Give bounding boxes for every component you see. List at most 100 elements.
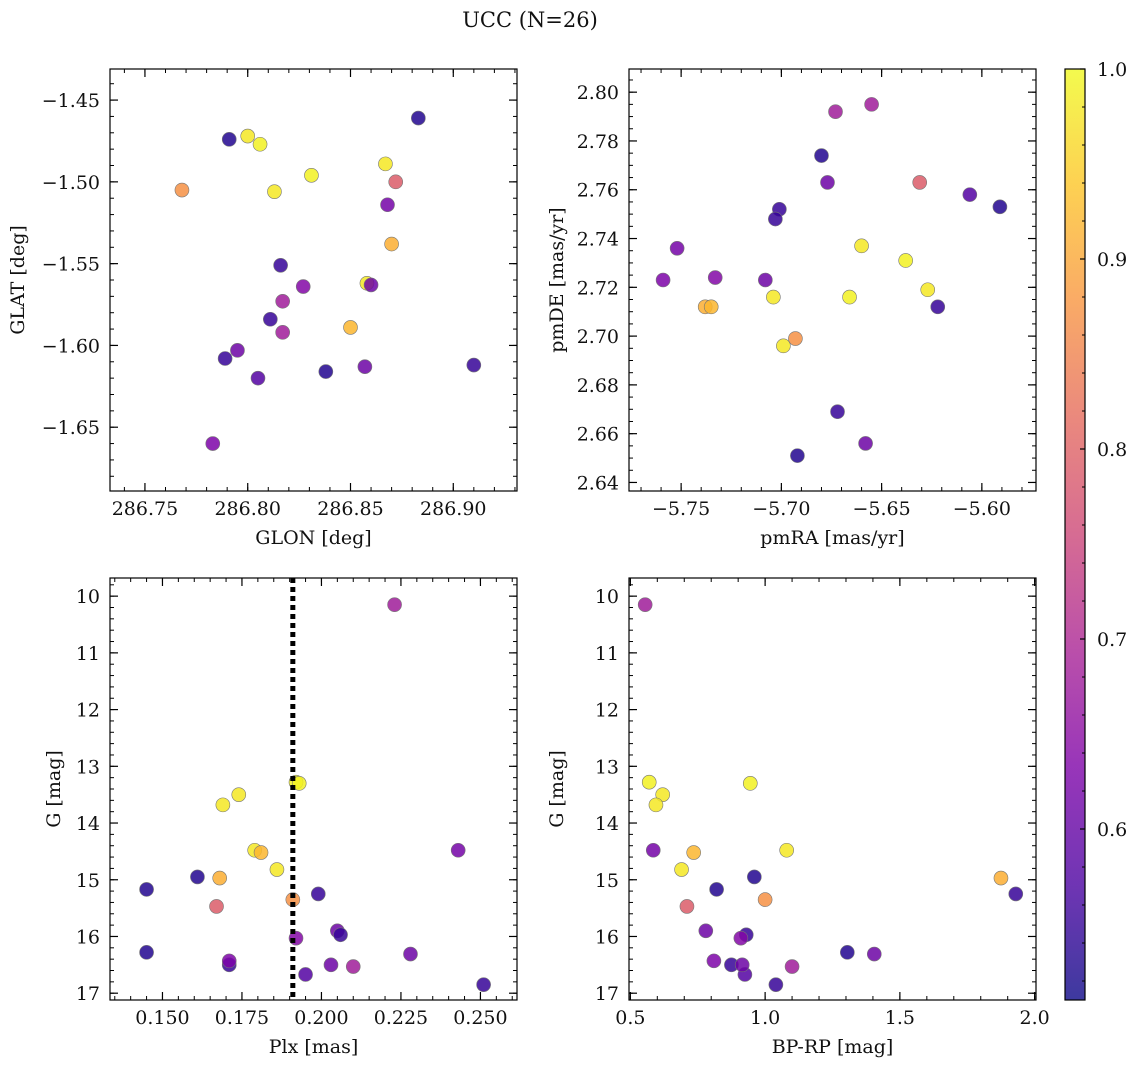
x-tick-label: 0.150 (135, 1007, 189, 1029)
panel-bprp-g: 0.5 1.0 1.5 2.0 10 11 12 13 14 15 16 17 BP-RP [mag] G… (546, 577, 1050, 1058)
y-tick-label: 14 (76, 813, 100, 835)
colorbar-gradient (1065, 69, 1085, 1000)
points-plx-g (139, 597, 491, 992)
data-point-13 (273, 257, 288, 273)
x-tick-label: 0.175 (215, 1007, 269, 1029)
data-point-24 (830, 404, 845, 420)
data-point-19 (230, 343, 245, 358)
data-point-24 (768, 977, 784, 992)
data-point-17 (1008, 886, 1024, 902)
data-point-5 (304, 168, 319, 183)
y-tick-label: 12 (595, 700, 619, 722)
axes-frame (109, 68, 518, 492)
data-point-21 (298, 967, 313, 982)
data-point-7 (992, 199, 1008, 215)
y-axis-label: GLAT [deg] (7, 225, 29, 335)
x-tick-label: 0.225 (374, 1007, 428, 1029)
data-point-10 (212, 870, 227, 886)
data-point-25 (221, 953, 237, 969)
y-tick-label: 15 (76, 870, 100, 892)
data-point-9 (380, 197, 395, 213)
x-tick-label: 0.5 (615, 1007, 645, 1029)
scatter-panels: 286.75 286.80 286.85 286.90 −1.45 −1.50 −1.55 −… (7, 68, 1050, 1058)
data-point-15 (828, 104, 843, 119)
y-tick-label: −1.65 (42, 417, 100, 439)
data-point-3 (788, 331, 803, 346)
y-tick-label: 17 (76, 983, 100, 1005)
x-tick-label: 286.90 (420, 498, 486, 520)
data-point-15 (784, 959, 800, 974)
data-point-5 (742, 776, 758, 791)
data-point-1 (240, 128, 256, 144)
x-axis-label: Plx [mas] (269, 1036, 359, 1058)
y-tick-label: 2.72 (577, 277, 619, 299)
points-bprp-g (637, 597, 1024, 992)
data-point-9 (669, 240, 685, 256)
data-point-20 (930, 299, 946, 315)
data-point-5 (842, 289, 857, 305)
minor-ticks (629, 578, 1036, 1000)
data-point-25 (655, 272, 671, 288)
colorbar-tick-label: 0.9 (1097, 249, 1127, 271)
y-tick-label: 13 (595, 756, 619, 778)
y-tick-label: 13 (76, 756, 100, 778)
y-tick-label: 12 (76, 700, 100, 722)
data-point-22 (709, 882, 724, 897)
y-axis-label: G [mag] (43, 750, 65, 828)
x-axis-label: pmRA [mas/yr] (760, 527, 904, 549)
data-point-1 (854, 238, 869, 254)
data-point-13 (333, 927, 348, 943)
data-point-4 (215, 797, 231, 813)
x-tick-label: 1.5 (885, 1007, 915, 1029)
colorbar: 0.6 0.7 0.8 0.9 1.0 (1064, 59, 1127, 1001)
y-tick-label: 14 (595, 813, 619, 835)
data-point-10 (384, 236, 399, 252)
data-point-16 (275, 325, 290, 340)
minor-ticks (110, 69, 517, 491)
data-point-4 (920, 282, 936, 298)
data-point-8 (388, 174, 404, 190)
data-point-1 (231, 787, 247, 802)
data-point-2 (641, 774, 657, 790)
y-tick-label: −1.60 (42, 335, 100, 357)
data-point-2 (898, 253, 913, 268)
data-point-23 (734, 957, 750, 973)
x-tick-label: 286.75 (112, 498, 178, 520)
data-point-14 (733, 930, 749, 946)
y-axis-label: G [mag] (546, 750, 568, 828)
data-point-21 (962, 187, 978, 202)
data-point-11 (766, 289, 781, 305)
data-point-25 (706, 953, 722, 969)
data-point-14 (295, 279, 311, 294)
y-tick-label: 2.70 (577, 326, 619, 348)
figure-title: UCC (N=26) (462, 8, 598, 32)
y-tick-label: 2.68 (577, 375, 619, 397)
colorbar-tick-label: 0.6 (1097, 819, 1127, 841)
x-tick-label: −5.60 (953, 498, 1011, 520)
x-tick-label: −5.65 (853, 498, 911, 520)
data-point-19 (403, 946, 418, 962)
data-point-8 (679, 899, 695, 914)
data-point-22 (790, 448, 805, 463)
panel-plx-g: 0.150 0.175 0.200 0.225 0.250 10 11 12 13 14 15 16 1… (43, 577, 518, 1058)
x-tick-label: 2.0 (1020, 1007, 1050, 1029)
y-tick-label: 15 (595, 870, 619, 892)
y-tick-label: −1.45 (42, 90, 100, 112)
axes-frame (109, 577, 518, 1001)
data-point-17 (263, 311, 278, 327)
data-point-6 (776, 338, 791, 354)
y-tick-label: 2.66 (577, 424, 619, 446)
y-axis-label: pmDE [mas/yr] (546, 207, 568, 352)
data-point-22 (318, 364, 334, 379)
y-tick-label: 10 (76, 586, 100, 608)
data-point-11 (674, 862, 689, 877)
colorbar-tick-label: 1.0 (1097, 59, 1127, 81)
x-tick-label: 0.250 (453, 1007, 507, 1029)
panel-glon-glat: 286.75 286.80 286.85 286.90 −1.45 −1.50 −1.55 −… (7, 68, 518, 549)
data-point-4 (648, 797, 664, 813)
data-point-19 (758, 272, 773, 288)
x-tick-label: 286.80 (214, 498, 280, 520)
data-point-18 (343, 320, 358, 335)
x-tick-label: −5.75 (652, 498, 710, 520)
